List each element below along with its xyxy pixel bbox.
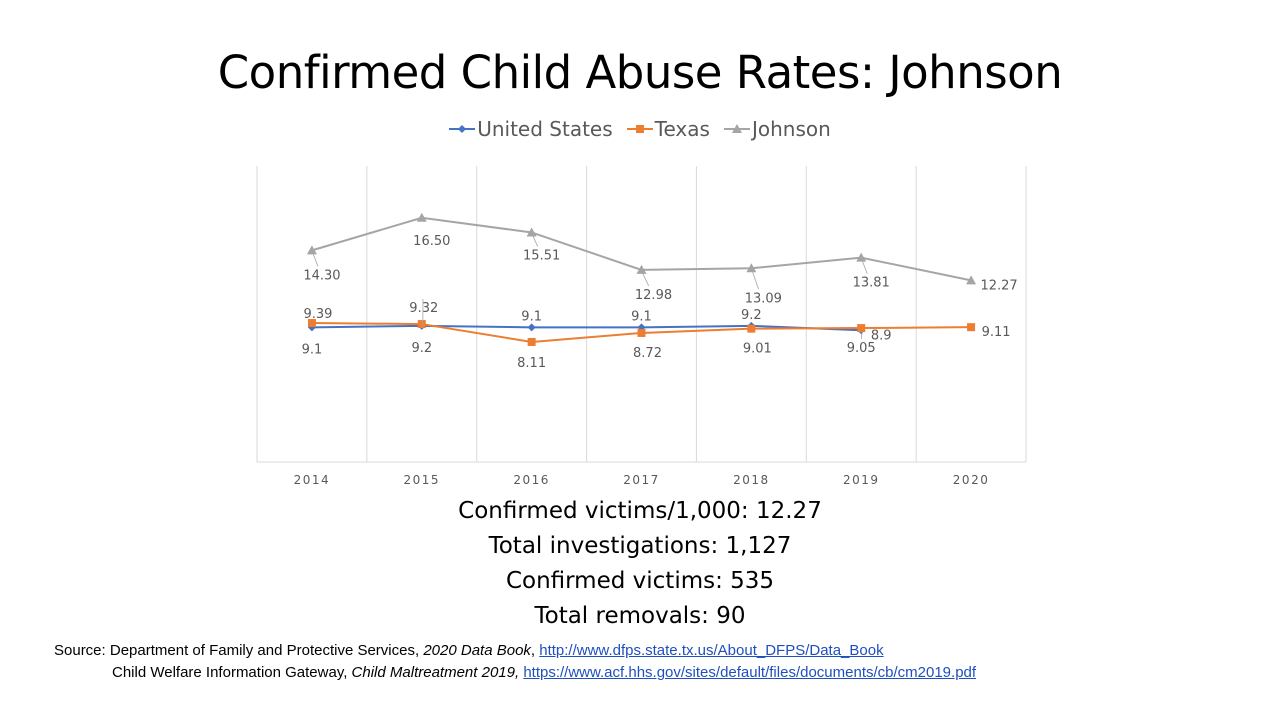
leader-line	[860, 331, 863, 340]
x-tick-label: 2018	[733, 473, 770, 487]
x-tick-label: 2014	[294, 473, 331, 487]
source-label: Source: Department of Family and Protect…	[54, 642, 424, 659]
chart-title: Confirmed Child Abuse Rates: Johnson	[217, 46, 1063, 99]
x-tick-label: 2020	[953, 473, 990, 487]
data-point-square	[747, 324, 756, 333]
legend-label: Johnson	[751, 117, 831, 141]
data-label: 13.09	[745, 291, 782, 306]
data-label: 9.39	[303, 307, 332, 322]
leader-line	[532, 235, 539, 247]
data-label: 9.05	[847, 341, 876, 356]
data-label: 12.98	[635, 288, 672, 303]
data-point-square	[967, 323, 976, 332]
source-line-2: Child Welfare Information Gateway, Child…	[54, 662, 976, 684]
data-point-triangle	[636, 264, 647, 274]
data-label: 14.30	[303, 268, 340, 283]
data-label: 8.9	[871, 328, 892, 343]
source-link-acf[interactable]: https://www.acf.hhs.gov/sites/default/fi…	[523, 664, 977, 681]
series-line-united-states	[311, 324, 862, 332]
data-label: 9.1	[302, 342, 323, 357]
data-point-triangle	[966, 275, 977, 285]
source-report-title: Child Maltreatment 2019,	[351, 664, 520, 681]
source-org: Child Welfare Information Gateway,	[112, 664, 352, 681]
source-link-dfps[interactable]: http://www.dfps.state.tx.us/About_DFPS/D…	[539, 642, 884, 659]
data-point-square	[417, 320, 426, 329]
data-label: 9.1	[521, 309, 542, 324]
x-tick-label: 2015	[404, 473, 441, 487]
data-label: 9.11	[982, 325, 1011, 340]
data-point-triangle	[416, 212, 427, 222]
data-point-triangle	[306, 245, 317, 255]
data-label: 12.27	[980, 278, 1017, 293]
leader-line	[861, 260, 868, 274]
leader-line	[312, 253, 319, 267]
source-citation: Source: Department of Family and Protect…	[54, 640, 976, 684]
data-point-triangle	[526, 227, 537, 237]
stat-total-investigations: Total investigations: 1,127	[488, 533, 792, 559]
data-label: 8.72	[633, 346, 662, 361]
leader-line	[751, 271, 759, 290]
legend-item-united-states: United States	[449, 117, 613, 141]
legend-label: Texas	[654, 117, 710, 141]
legend-item-texas: Texas	[626, 117, 710, 141]
stat-confirmed-victims: Confirmed victims: 535	[505, 568, 775, 594]
data-point-square	[857, 324, 866, 333]
stat-total-removals: Total removals: 90	[534, 603, 746, 629]
data-point-square	[637, 328, 646, 337]
x-tick-label: 2016	[513, 473, 550, 487]
x-tick-label: 2019	[843, 473, 880, 487]
data-label: 13.81	[853, 276, 890, 291]
data-point-square	[527, 337, 536, 346]
legend-marker-triangle-icon	[723, 124, 750, 133]
source-line-1: Source: Department of Family and Protect…	[54, 640, 976, 662]
data-point-diamond	[527, 323, 536, 332]
legend-item-johnson: Johnson	[723, 117, 831, 141]
legend-label: United States	[477, 117, 613, 141]
summary-stats: Confirmed victims/1,000: 12.27 Total inv…	[0, 494, 1280, 634]
data-label: 9.1	[631, 309, 652, 324]
leader-line	[642, 272, 650, 287]
source-separator: ,	[530, 642, 540, 659]
data-point-triangle	[746, 263, 757, 273]
data-label: 9.01	[743, 342, 772, 357]
x-tick-label: 2017	[623, 473, 660, 487]
data-label: 9.2	[741, 308, 762, 323]
data-point-square	[307, 319, 316, 328]
stat-victims-rate: Confirmed victims/1,000: 12.27	[458, 498, 822, 524]
chart-legend: United States Texas Johnson	[0, 117, 1280, 141]
legend-marker-square-icon	[626, 125, 653, 133]
data-label: 9.32	[409, 301, 438, 316]
legend-marker-diamond-icon	[449, 125, 476, 133]
data-label: 16.50	[413, 234, 450, 249]
source-book-title: 2020 Data Book	[423, 642, 531, 659]
data-label: 9.2	[411, 341, 432, 356]
data-point-triangle	[856, 252, 867, 262]
data-label: 15.51	[523, 248, 560, 263]
data-label: 8.11	[517, 356, 546, 371]
